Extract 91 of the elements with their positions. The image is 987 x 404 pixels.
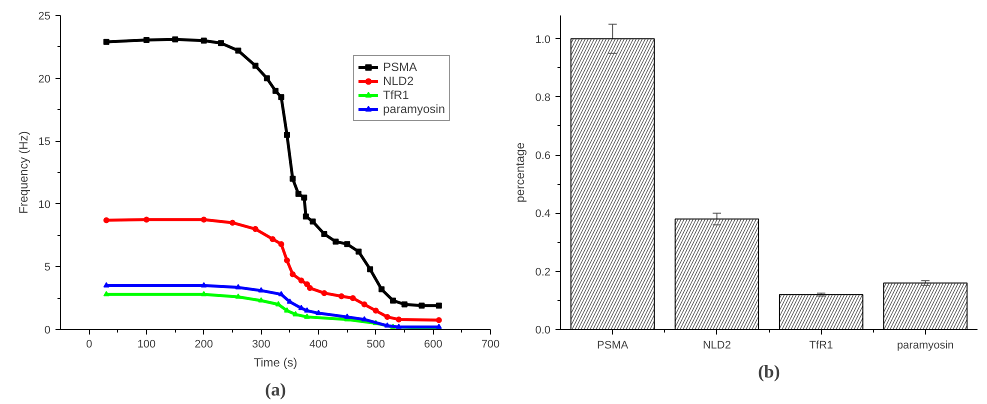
x-tick-label: 0 bbox=[86, 338, 92, 350]
point bbox=[252, 226, 258, 232]
point bbox=[172, 36, 178, 42]
point bbox=[275, 300, 282, 306]
point bbox=[270, 236, 276, 242]
legend-label: TfR1 bbox=[382, 88, 409, 102]
point bbox=[290, 176, 296, 182]
point bbox=[344, 241, 350, 248]
legend-label: NLD2 bbox=[382, 74, 414, 88]
point bbox=[290, 271, 296, 278]
point bbox=[321, 290, 328, 296]
point bbox=[284, 257, 290, 264]
point bbox=[235, 284, 242, 290]
x-tick-label: 500 bbox=[366, 338, 386, 350]
point bbox=[298, 278, 304, 284]
point bbox=[361, 301, 368, 308]
point bbox=[200, 216, 207, 223]
point bbox=[350, 295, 356, 302]
text: (a) bbox=[265, 380, 286, 400]
y-tick-label: 0.6 bbox=[535, 150, 551, 162]
point bbox=[321, 231, 328, 238]
point bbox=[235, 293, 242, 299]
point bbox=[103, 290, 110, 296]
x-tick-label: NLD2 bbox=[702, 340, 731, 352]
x-tick-label: 400 bbox=[309, 338, 328, 350]
y-axis-title: percentage bbox=[513, 142, 528, 203]
point bbox=[218, 40, 224, 46]
point bbox=[418, 302, 425, 309]
text: (b) bbox=[758, 362, 780, 382]
point bbox=[103, 217, 110, 224]
point bbox=[402, 301, 408, 308]
point bbox=[396, 324, 402, 329]
y-tick-label: 5 bbox=[44, 262, 51, 274]
point bbox=[235, 48, 242, 54]
point bbox=[302, 213, 309, 220]
x-axis-title: Time (s) bbox=[254, 356, 298, 370]
point bbox=[356, 248, 362, 255]
y-tick-label: 25 bbox=[38, 10, 51, 22]
point bbox=[278, 241, 284, 248]
y-tick-label: 1.0 bbox=[535, 34, 551, 46]
point bbox=[200, 290, 207, 296]
point bbox=[301, 194, 308, 201]
point bbox=[332, 238, 339, 245]
x-tick-label: TfR1 bbox=[809, 340, 834, 352]
point bbox=[304, 314, 310, 319]
point bbox=[344, 314, 350, 319]
point bbox=[144, 216, 150, 223]
point bbox=[272, 88, 278, 94]
point bbox=[103, 282, 110, 288]
x-tick-label: PSMA bbox=[597, 340, 629, 352]
x-tick-label: 200 bbox=[194, 338, 214, 350]
point bbox=[436, 302, 442, 309]
point bbox=[306, 285, 313, 292]
point bbox=[390, 298, 396, 304]
point bbox=[378, 286, 385, 292]
point bbox=[264, 75, 270, 82]
point bbox=[295, 190, 302, 197]
point bbox=[230, 220, 236, 226]
point bbox=[103, 38, 110, 45]
point bbox=[367, 266, 374, 272]
x-tick-label: 700 bbox=[481, 338, 500, 350]
legend-label: paramyosin bbox=[382, 102, 445, 116]
y-tick-label: 0.8 bbox=[535, 92, 551, 104]
point bbox=[396, 316, 402, 322]
y-tick-label: 0.4 bbox=[535, 208, 551, 220]
y-tick-label: 0.2 bbox=[535, 266, 551, 278]
point bbox=[384, 322, 390, 328]
y-tick-label: 15 bbox=[38, 136, 51, 148]
point bbox=[284, 132, 290, 138]
x-tick-label: 600 bbox=[424, 338, 442, 350]
y-tick-label: 0 bbox=[44, 324, 51, 336]
point bbox=[310, 218, 316, 224]
point bbox=[278, 94, 284, 100]
x-tick-label: 300 bbox=[252, 338, 270, 350]
x-tick-label: paramyosin bbox=[896, 340, 954, 352]
point bbox=[384, 314, 390, 320]
y-axis-title: Frequency (Hz) bbox=[16, 131, 30, 214]
point bbox=[200, 282, 207, 288]
point bbox=[252, 62, 258, 69]
point bbox=[144, 36, 150, 43]
point bbox=[316, 310, 322, 316]
y-tick-label: 20 bbox=[38, 73, 51, 86]
point bbox=[436, 317, 442, 324]
y-tick-label: 0.0 bbox=[535, 324, 551, 336]
point bbox=[200, 38, 207, 44]
x-tick-label: 100 bbox=[137, 338, 156, 350]
point bbox=[338, 293, 344, 300]
legend-label: PSMA bbox=[382, 60, 417, 74]
y-tick-label: 10 bbox=[38, 198, 51, 211]
point bbox=[278, 290, 284, 296]
point bbox=[372, 308, 379, 314]
